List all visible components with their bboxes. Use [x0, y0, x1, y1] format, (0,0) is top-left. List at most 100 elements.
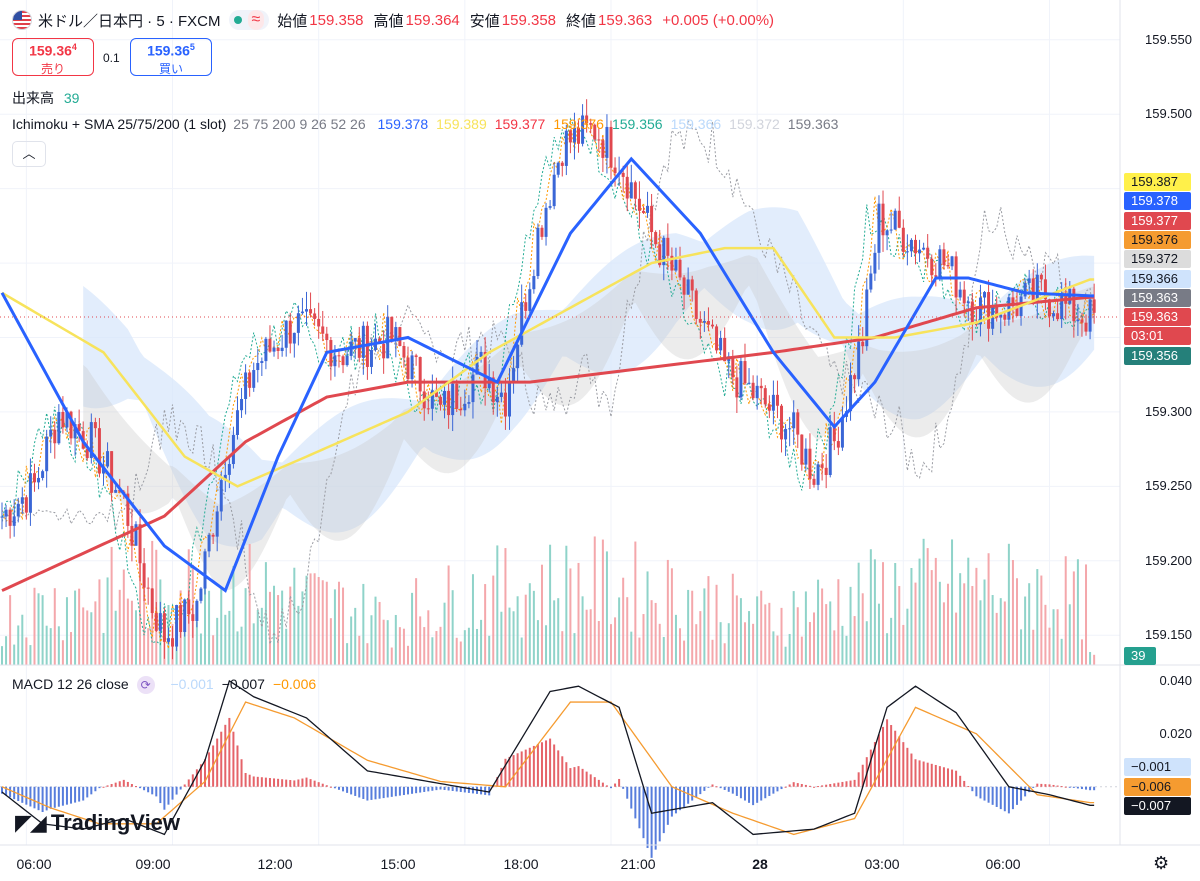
volume-bar — [366, 643, 369, 665]
volume-bar — [240, 626, 243, 665]
candle-body — [443, 390, 447, 405]
macd-histogram-bar — [118, 781, 121, 787]
candle-body — [12, 516, 16, 526]
volume-bar — [504, 548, 507, 665]
candle-body — [784, 428, 788, 440]
candle-body — [934, 275, 938, 277]
candle-body — [158, 613, 162, 631]
volume-bar — [329, 618, 332, 665]
symbol-title[interactable]: 米ドル／日本円 · 5 · FXCM — [38, 12, 221, 30]
candle-body — [256, 362, 260, 371]
candle-body — [361, 325, 365, 358]
macd-histogram-bar — [70, 786, 73, 804]
candle-body — [532, 276, 536, 290]
macd-histogram-bar — [821, 785, 824, 787]
macd-histogram-bar — [646, 786, 649, 849]
macd-histogram-bar — [569, 768, 572, 787]
price-tag: 159.363 — [1124, 308, 1191, 327]
candle-body — [508, 383, 511, 417]
buy-button[interactable]: 159.365 買い — [130, 38, 212, 76]
volume-bar — [419, 616, 422, 665]
volume-bar — [496, 545, 499, 665]
candle-body — [869, 273, 873, 290]
macd-pane — [0, 679, 1120, 858]
ichimoku-title: Ichimoku + SMA 25/75/200 (1 slot) — [12, 116, 227, 132]
ichimoku-legend[interactable]: Ichimoku + SMA 25/75/200 (1 slot) 25 75 … — [12, 116, 838, 132]
macd-histogram-bar — [143, 786, 146, 791]
volume-tag: 39 — [1124, 647, 1156, 665]
volume-bar — [959, 573, 962, 665]
macd-histogram-bar — [796, 783, 799, 787]
macd-histogram-bar — [967, 786, 970, 788]
price-tag: 159.363 — [1124, 288, 1191, 307]
candle-body — [670, 255, 674, 271]
volume-bar — [199, 633, 202, 665]
volume-legend[interactable]: 出来高 39 — [12, 88, 79, 108]
macd-title: MACD 12 26 close — [12, 676, 129, 692]
volume-bar — [695, 624, 698, 665]
volume-bar — [593, 536, 596, 665]
status-pill[interactable]: ≈ — [228, 10, 270, 30]
candle-body — [711, 324, 714, 327]
macd-histogram-bar — [240, 759, 243, 787]
volume-bar — [362, 583, 365, 665]
collapse-button[interactable]: ︿ — [12, 141, 46, 167]
ichimoku-value: 159.389 — [436, 116, 487, 132]
candle-body — [637, 198, 641, 211]
volume-bar — [691, 590, 694, 665]
macd-histogram-bar — [991, 786, 994, 805]
volume-bar — [577, 562, 580, 665]
candle-body — [292, 332, 296, 344]
volume-bar — [74, 590, 77, 665]
candle-body — [175, 605, 179, 647]
macd-histogram-bar — [877, 734, 880, 787]
volume-bar — [788, 633, 791, 665]
macd-histogram-bar — [130, 784, 133, 787]
candle-body — [853, 375, 857, 380]
macd-histogram-bar — [1068, 786, 1071, 788]
macd-histogram-bar — [1052, 784, 1055, 787]
candle-body — [568, 130, 572, 143]
macd-histogram-bar — [37, 786, 40, 811]
macd-values: −0.001 −0.007 −0.006 — [163, 676, 317, 692]
volume-bar — [110, 546, 113, 665]
candle-body — [390, 316, 394, 340]
tradingview-logo[interactable]: ◤◢ TradingView — [15, 810, 180, 836]
gear-icon[interactable]: ⚙ — [1153, 853, 1170, 873]
volume-bar — [260, 607, 263, 665]
candle-body — [114, 489, 118, 493]
volume-bar — [256, 609, 259, 665]
macd-histogram-bar — [605, 785, 608, 787]
volume-bar — [618, 597, 621, 665]
macd-histogram-bar — [687, 786, 690, 804]
volume-bar — [707, 576, 710, 665]
macd-histogram-bar — [719, 786, 722, 789]
macd-histogram-bar — [439, 786, 442, 790]
volume-bar — [354, 607, 357, 665]
volume-bar — [605, 551, 608, 665]
sell-button[interactable]: 159.364 売り — [12, 38, 94, 76]
volume-bar — [768, 602, 771, 665]
volume-bar — [520, 637, 523, 665]
volume-bar — [143, 568, 146, 665]
macd-line — [1, 679, 1095, 836]
ichimoku-params: 25 75 200 9 26 52 26 — [233, 116, 366, 132]
volume-bar — [1024, 596, 1027, 665]
macd-histogram-bar — [151, 786, 154, 795]
macd-histogram-bar — [622, 786, 625, 789]
candle-body — [861, 341, 865, 347]
sync-icon[interactable]: ⟳ — [136, 676, 155, 695]
macd-histogram-bar — [942, 767, 945, 787]
volume-bar — [252, 623, 255, 665]
macd-histogram-bar — [350, 786, 353, 795]
time-axis-label: 15:00 — [380, 856, 416, 872]
volume-bar — [134, 610, 137, 665]
macd-histogram-bar — [110, 784, 113, 787]
candle-body — [235, 410, 239, 435]
volume-bar — [926, 548, 929, 665]
volume-bar — [914, 582, 917, 665]
macd-legend[interactable]: MACD 12 26 close ⟳ −0.001 −0.007 −0.006 — [12, 676, 317, 695]
candle-body — [978, 297, 982, 325]
candle-body — [865, 289, 869, 347]
